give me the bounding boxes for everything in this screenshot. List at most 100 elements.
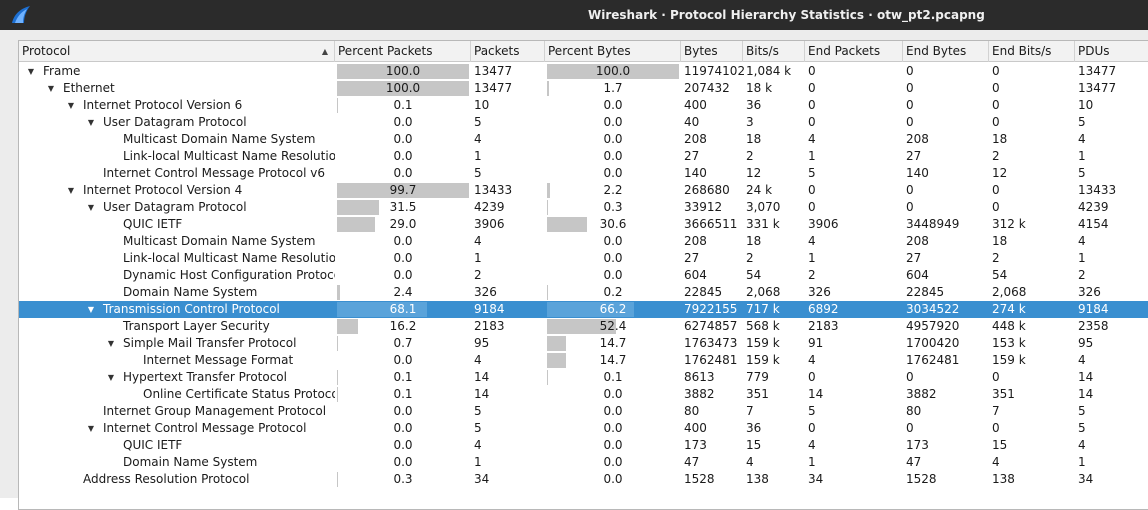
tree-row[interactable]: ▼ Ethernet 100.0 1.7 13477 207432 18 k 0 0 0 13477 xyxy=(19,80,1148,97)
column-header-end-packets[interactable]: End Packets xyxy=(805,41,903,62)
expand-arrow-icon[interactable]: ▼ xyxy=(47,84,55,93)
tree-row[interactable]: Transport Layer Security 16.2 52.4 2183 6274… xyxy=(19,318,1148,335)
tree-row[interactable]: Multicast Domain Name System 0.0 0.0 4 208 18… xyxy=(19,131,1148,148)
expand-arrow-icon[interactable]: ▼ xyxy=(67,186,75,195)
protocol-hierarchy-tree[interactable]: Protocol ▲ Percent Packets Packets Perce… xyxy=(18,40,1148,510)
expand-arrow-icon[interactable]: ▼ xyxy=(107,339,115,348)
pdus-cell: 13477 xyxy=(1078,64,1117,78)
packets-cell: 4 xyxy=(474,234,482,248)
bytes-cell: 173 xyxy=(684,438,707,452)
percent-bytes-cell: 0.0 xyxy=(547,437,679,454)
percent-bytes-cell: 0.0 xyxy=(547,471,679,488)
protocol-cell: ▼ User Datagram Protocol xyxy=(19,199,335,216)
protocol-label: Simple Mail Transfer Protocol xyxy=(123,336,297,350)
tree-row[interactable]: QUIC IETF 29.0 30.6 3906 3666511 331 k 3906 344… xyxy=(19,216,1148,233)
pdus-cell: 2 xyxy=(1078,268,1086,282)
expand-arrow-icon[interactable]: ▼ xyxy=(27,67,35,76)
expand-arrow-icon[interactable]: ▼ xyxy=(87,305,95,314)
tree-row[interactable]: Link-local Multicast Name Resolution 0.0 0… xyxy=(19,148,1148,165)
tree-row[interactable]: ▼ Hypertext Transfer Protocol 0.1 0.1 14 8613… xyxy=(19,369,1148,386)
column-header-end-bits-per-second[interactable]: End Bits/s xyxy=(989,41,1075,62)
bytes-cell: 207432 xyxy=(684,81,730,95)
packets-cell: 1 xyxy=(474,251,482,265)
end-bytes-cell: 3882 xyxy=(906,387,937,401)
tree-row[interactable]: Internet Group Management Protocol 0.0 0.0… xyxy=(19,403,1148,420)
percent-value: 0.0 xyxy=(393,251,413,265)
percent-packets-cell: 0.3 xyxy=(337,471,469,488)
tree-row[interactable]: ▼ User Datagram Protocol 31.5 0.3 4239 33912 3… xyxy=(19,199,1148,216)
tree-row[interactable]: ▼ Frame 100.0 100.0 13477 11974102 1,084 k 0 0 0 1… xyxy=(19,63,1148,80)
column-header-percent-bytes[interactable]: Percent Bytes xyxy=(545,41,681,62)
tree-row[interactable]: ▼ Transmission Control Protocol 68.1 66.2 91… xyxy=(19,301,1148,318)
packets-cell: 4239 xyxy=(474,200,505,214)
tree-row[interactable]: Multicast Domain Name System 0.0 0.0 4 208 18… xyxy=(19,233,1148,250)
tree-row[interactable]: Domain Name System 2.4 0.2 326 22845 2,068 326… xyxy=(19,284,1148,301)
column-header-bits-per-second[interactable]: Bits/s xyxy=(743,41,805,62)
packets-cell: 1 xyxy=(474,455,482,469)
tree-row[interactable]: Internet Message Format 0.0 14.7 4 1762481 15… xyxy=(19,352,1148,369)
percent-value: 0.1 xyxy=(603,370,623,384)
end-bytes-cell: 3448949 xyxy=(906,217,960,231)
percent-packets-cell: 0.0 xyxy=(337,233,469,250)
expand-arrow-icon[interactable]: ▼ xyxy=(67,101,75,110)
tree-row[interactable]: ▼ Internet Protocol Version 6 0.1 0.0 10 400 3… xyxy=(19,97,1148,114)
bits-per-second-cell: 331 k xyxy=(746,217,780,231)
end-bits-per-second-cell: 138 xyxy=(992,472,1015,486)
end-packets-cell: 0 xyxy=(808,81,816,95)
window-title: Wireshark · Protocol Hierarchy Statistic… xyxy=(588,8,985,22)
pdus-cell: 34 xyxy=(1078,472,1094,486)
percent-bytes-cell: 0.0 xyxy=(547,148,679,165)
tree-row[interactable]: Dynamic Host Configuration Protocol 0.0 0.… xyxy=(19,267,1148,284)
percent-bytes-cell: 0.0 xyxy=(547,386,679,403)
end-bits-per-second-cell: 448 k xyxy=(992,319,1026,333)
tree-row[interactable]: ▼ Internet Control Message Protocol 0.0 0.0… xyxy=(19,420,1148,437)
column-header-percent-packets[interactable]: Percent Packets xyxy=(335,41,471,62)
protocol-label: User Datagram Protocol xyxy=(103,115,247,129)
tree-row[interactable]: Online Certificate Status Protocol 0.1 0.0… xyxy=(19,386,1148,403)
end-bits-per-second-cell: 0 xyxy=(992,183,1000,197)
end-bits-per-second-cell: 2 xyxy=(992,149,1000,163)
end-bits-per-second-cell: 312 k xyxy=(992,217,1026,231)
tree-row[interactable]: ▼ User Datagram Protocol 0.0 0.0 5 40 3 0 0 0 5 xyxy=(19,114,1148,131)
tree-row[interactable]: Internet Control Message Protocol v6 0.0 0… xyxy=(19,165,1148,182)
percent-packets-cell: 100.0 xyxy=(337,63,469,80)
expand-arrow-icon[interactable]: ▼ xyxy=(107,373,115,382)
end-packets-cell: 326 xyxy=(808,285,831,299)
tree-row[interactable]: Address Resolution Protocol 0.3 0.0 34 1528 1… xyxy=(19,471,1148,488)
column-header-protocol[interactable]: Protocol ▲ xyxy=(19,41,335,62)
end-bytes-cell: 0 xyxy=(906,200,914,214)
percent-bar xyxy=(337,98,338,113)
column-header-bytes[interactable]: Bytes xyxy=(681,41,743,62)
tree-row[interactable]: ▼ Simple Mail Transfer Protocol 0.7 14.7 95 1… xyxy=(19,335,1148,352)
end-bytes-cell: 140 xyxy=(906,166,929,180)
percent-value: 0.0 xyxy=(393,353,413,367)
tree-row[interactable]: Link-local Multicast Name Resolution 0.0 0… xyxy=(19,250,1148,267)
column-header-packets[interactable]: Packets xyxy=(471,41,545,62)
percent-value: 1.7 xyxy=(603,81,623,95)
expand-arrow-icon[interactable]: ▼ xyxy=(87,424,95,433)
pdus-cell: 5 xyxy=(1078,421,1086,435)
protocol-label: Transmission Control Protocol xyxy=(103,302,280,316)
packets-cell: 4 xyxy=(474,438,482,452)
tree-row[interactable]: QUIC IETF 0.0 0.0 4 173 15 4 173 15 4 xyxy=(19,437,1148,454)
packets-cell: 2183 xyxy=(474,319,505,333)
tree-row[interactable]: ▼ Internet Protocol Version 4 99.7 2.2 13433… xyxy=(19,182,1148,199)
end-bytes-cell: 47 xyxy=(906,455,922,469)
packets-cell: 3906 xyxy=(474,217,505,231)
percent-value: 0.0 xyxy=(393,234,413,248)
percent-bar xyxy=(337,183,469,198)
column-header-pdus[interactable]: PDUs xyxy=(1078,44,1110,58)
expand-arrow-icon[interactable]: ▼ xyxy=(87,118,95,127)
expand-arrow-icon[interactable]: ▼ xyxy=(87,203,95,212)
percent-value: 2.2 xyxy=(603,183,623,197)
percent-value: 0.7 xyxy=(393,336,413,350)
protocol-label: User Datagram Protocol xyxy=(103,200,247,214)
end-bytes-cell: 604 xyxy=(906,268,929,282)
packets-cell: 5 xyxy=(474,404,482,418)
end-bytes-cell: 1528 xyxy=(906,472,937,486)
end-packets-cell: 34 xyxy=(808,472,824,486)
percent-bytes-cell: 0.0 xyxy=(547,165,679,182)
column-header-end-bytes[interactable]: End Bytes xyxy=(903,41,989,62)
end-packets-cell: 2183 xyxy=(808,319,839,333)
tree-row[interactable]: Domain Name System 0.0 0.0 1 47 4 1 47 4 1 xyxy=(19,454,1148,471)
